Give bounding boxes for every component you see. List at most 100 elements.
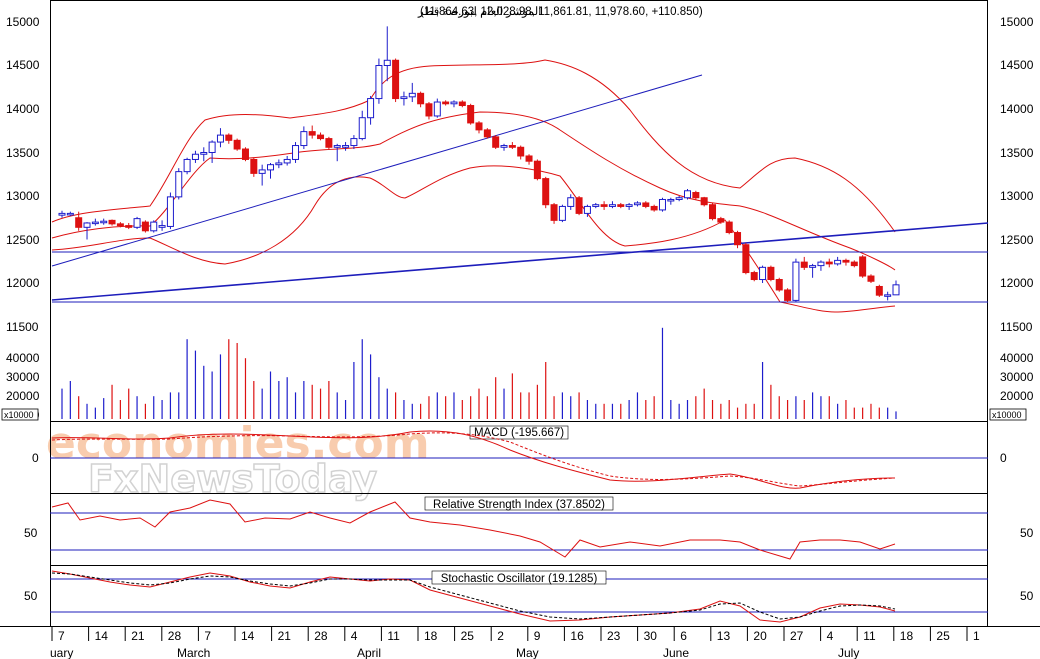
candle <box>583 204 591 217</box>
candle <box>383 26 391 82</box>
candle <box>191 150 199 163</box>
date-tick-label: 1 <box>973 629 980 643</box>
candle-body <box>183 158 191 173</box>
volume-unit-right: x10000 <box>992 410 1022 420</box>
price-tick: 13500 <box>1000 146 1034 160</box>
candle-body <box>367 98 375 119</box>
candle <box>375 58 383 104</box>
month-label: June <box>663 646 689 659</box>
candle <box>625 202 633 210</box>
candle-body <box>834 259 842 265</box>
candle-body <box>383 59 391 66</box>
date-tick-label: 23 <box>607 629 621 643</box>
candle <box>775 277 783 292</box>
candle <box>367 95 375 125</box>
candle <box>358 110 366 141</box>
price-tick: 13500 <box>6 146 40 160</box>
candle <box>567 194 575 210</box>
price-tick: 12500 <box>1000 233 1034 247</box>
date-tick-label: 11 <box>387 629 400 643</box>
macd-title: MACD (-195.667) <box>474 427 564 439</box>
price-axis-left: 15000 14500 14000 13500 13000 12500 1200… <box>6 15 40 334</box>
candle <box>75 211 83 231</box>
candle-body <box>700 197 708 206</box>
candle-body <box>867 275 875 282</box>
candle <box>667 197 675 205</box>
candle <box>692 190 700 200</box>
candle-body <box>275 162 283 166</box>
candle <box>450 100 458 108</box>
volume-series <box>61 327 897 419</box>
candle <box>292 142 300 163</box>
price-axis-right: 15000 14500 14000 13500 13000 12500 1200… <box>1000 15 1034 334</box>
candle <box>517 145 525 160</box>
candle-body <box>208 141 216 153</box>
candle <box>675 196 683 202</box>
candle <box>275 159 283 169</box>
candle-body <box>283 158 291 164</box>
price-tick: 11500 <box>6 320 39 334</box>
candle-body <box>292 145 300 160</box>
candle <box>258 164 266 186</box>
candle <box>525 154 533 165</box>
rsi-50-tick: 50 <box>1020 526 1034 540</box>
bollinger-middle <box>51 111 896 271</box>
candle <box>817 260 825 271</box>
candle-body <box>684 190 691 199</box>
indicator-axes: 0 0 50 50 50 50 <box>24 451 1034 603</box>
candle <box>467 103 475 125</box>
price-tick: 15000 <box>6 15 40 29</box>
candle-body <box>550 204 558 221</box>
candle <box>150 220 158 233</box>
candle <box>350 135 358 150</box>
candle-body <box>817 261 825 267</box>
date-tick-label: 20 <box>753 629 767 643</box>
candle-body <box>800 261 808 268</box>
price-tick: 14000 <box>6 102 40 116</box>
candle <box>592 202 600 209</box>
candle <box>633 201 641 207</box>
volume-tick: 20000 <box>1000 389 1034 403</box>
candle-body <box>750 272 758 281</box>
macd-line <box>51 430 896 489</box>
candle <box>333 143 341 162</box>
date-tick-label: 7 <box>58 629 65 643</box>
candle-body <box>825 261 833 265</box>
month-label: July <box>838 646 859 659</box>
candle <box>442 100 450 106</box>
candle <box>842 258 850 266</box>
candle-body <box>267 164 274 171</box>
candle <box>475 121 483 134</box>
candle <box>208 140 216 163</box>
candle-body <box>425 103 433 117</box>
candle <box>558 204 566 223</box>
bollinger-bands <box>51 59 896 313</box>
candle-body <box>508 145 516 148</box>
candle-body <box>233 139 241 150</box>
candle-body <box>558 205 566 221</box>
candle-body <box>717 218 725 223</box>
candle-body <box>258 169 266 174</box>
candle <box>617 202 625 209</box>
candle-body <box>884 294 892 297</box>
candle-body <box>91 221 99 225</box>
volume-tick: 40000 <box>1000 351 1034 365</box>
candle-body <box>892 284 900 296</box>
candle-body <box>458 101 466 107</box>
title-name: المؤشر العام لبورصة قطر <box>417 5 541 18</box>
candle <box>141 220 149 233</box>
candle-body <box>842 259 850 263</box>
candle-body <box>483 129 491 138</box>
date-tick-label: 14 <box>95 629 109 643</box>
candle-body <box>125 225 133 228</box>
candle <box>417 91 425 108</box>
candle-body <box>859 256 867 277</box>
volume-tick: 30000 <box>1000 370 1034 384</box>
candle <box>684 189 691 200</box>
candle <box>650 204 658 212</box>
candle-body <box>342 145 350 148</box>
date-tick-label: 2 <box>497 629 504 643</box>
candle <box>859 255 867 278</box>
candle <box>233 138 241 151</box>
candle <box>433 98 441 118</box>
